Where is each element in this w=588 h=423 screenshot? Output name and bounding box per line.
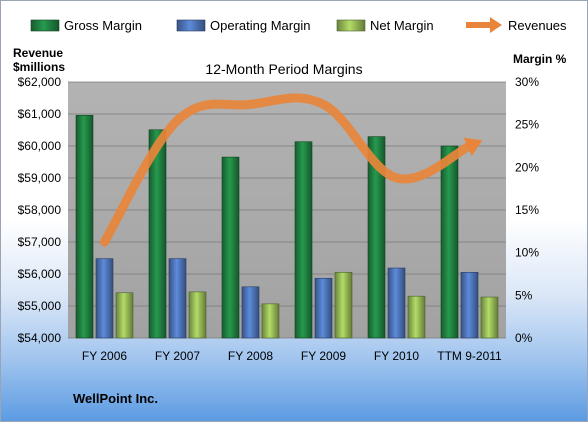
- net-margin-bar: [261, 303, 280, 339]
- left-tick-label: $59,000: [18, 171, 62, 185]
- category-axis: FY 2006 FY 2007 FY 2008 FY 2009 FY 2010 TTM 9…: [82, 349, 502, 363]
- left-tick-label: $55,000: [18, 299, 62, 313]
- gross-margin-bar: [148, 129, 167, 339]
- right-tick-label: 25%: [515, 118, 539, 132]
- bar-series: [75, 114, 499, 339]
- left-tick-label: $57,000: [18, 235, 62, 249]
- chart-title: 12-Month Period Margins: [205, 61, 362, 77]
- net-margin-bar: [480, 296, 499, 339]
- operating-margin-bar: [95, 258, 114, 339]
- right-tick-label: 30%: [515, 75, 539, 89]
- net-margin-bar: [334, 271, 353, 339]
- left-tick-label: $54,000: [18, 331, 62, 345]
- right-axis: 0% 5% 10% 15% 20% 25% 30%: [515, 75, 539, 345]
- revenues-arrowhead: [463, 137, 483, 156]
- left-tick-label: $62,000: [18, 75, 62, 89]
- left-axis: $54,000 $55,000 $56,000 $57,000 $58,000 $59,0…: [18, 75, 62, 345]
- left-tick-label: $58,000: [18, 203, 62, 217]
- left-axis-label-line2: $millions: [13, 60, 65, 74]
- gross-margin-bar: [75, 114, 94, 339]
- category-label: FY 2008: [228, 349, 273, 363]
- left-tick-label: $60,000: [18, 139, 62, 153]
- gross-margin-bar: [367, 136, 386, 339]
- category-label: FY 2009: [301, 349, 346, 363]
- category-label: TTM 9-2011: [437, 349, 502, 363]
- right-tick-label: 5%: [515, 288, 533, 302]
- left-tick-label: $61,000: [18, 107, 62, 121]
- right-tick-label: 20%: [515, 160, 539, 174]
- net-margin-bar: [115, 292, 134, 339]
- legend-label: Revenues: [508, 18, 567, 33]
- operating-margin-bar: [387, 267, 406, 339]
- legend-swatch: [176, 19, 206, 32]
- right-tick-label: 15%: [515, 203, 539, 217]
- category-label: FY 2010: [374, 349, 419, 363]
- net-margin-bar: [407, 295, 426, 339]
- operating-margin-bar: [241, 286, 260, 339]
- gross-margin-bar: [440, 145, 459, 339]
- right-axis-label: Margin %: [513, 52, 567, 66]
- operating-margin-bar: [460, 271, 479, 339]
- legend-arrow: [490, 17, 502, 33]
- revenues-line: [100, 93, 474, 247]
- gross-margin-bar: [221, 156, 240, 339]
- legend-label: Operating Margin: [210, 18, 310, 33]
- category-label: FY 2006: [82, 349, 127, 363]
- legend-label: Net Margin: [370, 18, 434, 33]
- right-tick-label: 10%: [515, 246, 539, 260]
- operating-margin-bar: [314, 277, 333, 339]
- company-name: WellPoint Inc.: [73, 391, 158, 406]
- operating-margin-bar: [168, 258, 187, 339]
- left-axis-label-line1: Revenue: [13, 46, 63, 60]
- revenue-line: [100, 93, 483, 247]
- net-margin-bar: [188, 291, 207, 339]
- right-tick-label: 0%: [515, 331, 533, 345]
- left-tick-label: $56,000: [18, 267, 62, 281]
- legend-label: Gross Margin: [64, 18, 142, 33]
- legend: Gross Margin Operating Margin Net Margin Re…: [30, 17, 567, 33]
- gross-margin-bar: [294, 141, 313, 339]
- legend-swatch: [30, 19, 60, 32]
- legend-swatch: [336, 19, 366, 32]
- category-label: FY 2007: [155, 349, 200, 363]
